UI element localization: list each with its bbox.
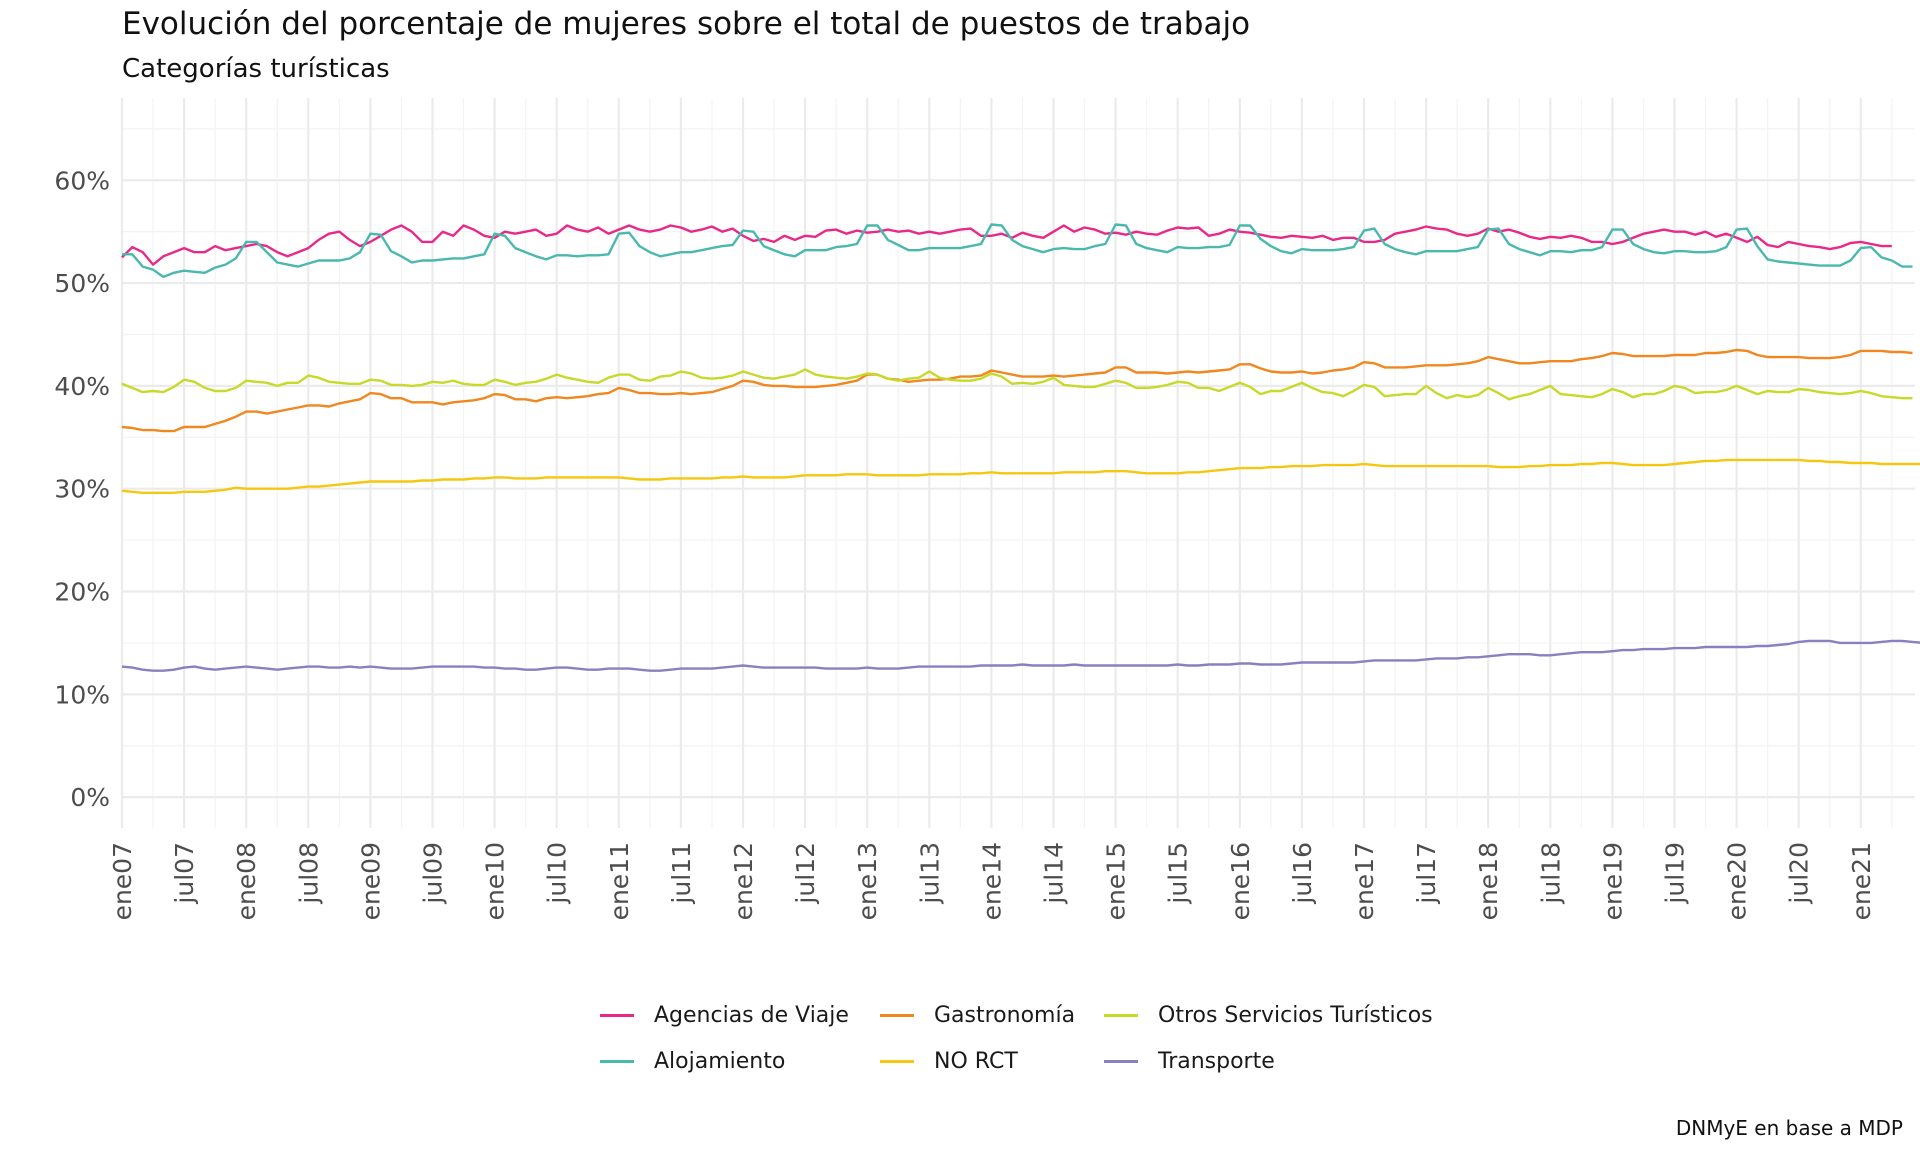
x-tick-label: jul10 (543, 842, 572, 905)
y-tick-label: 30% (54, 475, 110, 504)
chart-subtitle: Categorías turísticas (122, 54, 390, 84)
x-tick-label: jul14 (1040, 842, 1069, 905)
legend-item-alojamiento: Alojamiento (600, 1049, 785, 1074)
legend: Agencias de Viaje Alojamiento Gastronomí… (600, 1003, 1500, 1103)
series-lines (121, 223, 1920, 672)
legend-label-otros: Otros Servicios Turísticos (1158, 1003, 1433, 1028)
legend-label-no-rct: NO RCT (934, 1049, 1018, 1074)
y-axis-labels: 0% 10% 20% 30% 40% 50% 60% (54, 166, 110, 812)
x-tick-label: jul11 (667, 842, 696, 905)
x-tick-label: ene20 (1723, 842, 1752, 920)
legend-item-no-rct: NO RCT (880, 1049, 1018, 1074)
x-tick-label: ene12 (729, 842, 758, 920)
y-tick-label: 0% (70, 783, 110, 812)
x-tick-label: ene14 (977, 842, 1006, 920)
x-tick-label: ene16 (1226, 842, 1255, 920)
x-tick-label: jul20 (1785, 842, 1814, 905)
x-tick-label: jul18 (1536, 842, 1565, 905)
legend-key-gastronomia (880, 1014, 914, 1017)
caption: DNMyE en base a MDP (1675, 1116, 1903, 1140)
x-tick-label: jul09 (419, 842, 448, 905)
legend-key-transporte (1104, 1060, 1138, 1063)
x-tick-label: jul19 (1661, 842, 1690, 905)
x-tick-label: ene17 (1350, 842, 1379, 920)
legend-key-alojamiento (600, 1060, 634, 1063)
legend-item-agencias: Agencias de Viaje (600, 1003, 849, 1028)
series-line-1 (121, 224, 1892, 266)
legend-key-agencias (600, 1014, 634, 1017)
chart-title: Evolución del porcentaje de mujeres sobr… (122, 6, 1251, 42)
x-tick-label: jul12 (791, 842, 820, 905)
legend-item-gastronomia: Gastronomía (880, 1003, 1075, 1028)
x-tick-label: ene15 (1102, 842, 1131, 920)
x-tick-label: ene19 (1598, 842, 1627, 920)
series-line-6 (121, 639, 1920, 672)
y-tick-label: 10% (54, 680, 110, 709)
legend-label-gastronomia: Gastronomía (934, 1003, 1076, 1028)
x-tick-label: ene13 (853, 842, 882, 920)
y-tick-label: 60% (54, 166, 110, 195)
x-tick-label: jul07 (170, 842, 199, 905)
minor-gridlines (122, 98, 1915, 828)
legend-key-no-rct (880, 1060, 914, 1063)
x-tick-label: ene21 (1847, 842, 1876, 920)
y-tick-label: 50% (54, 269, 110, 298)
series-line-3 (121, 348, 1913, 433)
x-tick-label: jul13 (915, 842, 944, 905)
legend-label-alojamiento: Alojamiento (654, 1049, 786, 1074)
major-gridlines (120, 98, 1915, 828)
x-tick-label: ene18 (1474, 842, 1503, 920)
x-tick-label: ene07 (108, 842, 137, 920)
y-tick-label: 40% (54, 372, 110, 401)
legend-label-transporte: Transporte (1158, 1049, 1275, 1074)
x-axis-labels: ene07 jul07 ene08 jul08 ene09 jul09 ene10 jul10… (108, 842, 1876, 920)
series-line-4 (121, 458, 1920, 494)
x-tick-label: jul17 (1412, 842, 1441, 905)
x-tick-label: jul15 (1164, 842, 1193, 905)
x-tick-label: ene09 (356, 842, 385, 920)
legend-key-otros (1104, 1014, 1138, 1017)
x-tick-label: ene11 (605, 842, 634, 920)
line-chart: 0% 10% 20% 30% 40% 50% 60% ene07 jul07 ene08 jul0… (54, 98, 1920, 920)
legend-item-transporte: Transporte (1104, 1049, 1275, 1074)
x-tick-label: ene08 (232, 842, 261, 920)
series-line-5 (121, 368, 1913, 401)
y-tick-label: 20% (54, 578, 110, 607)
x-tick-label: jul08 (294, 842, 323, 905)
x-tick-label: jul16 (1288, 842, 1317, 905)
series-line-2 (122, 223, 1913, 279)
legend-item-otros: Otros Servicios Turísticos (1104, 1003, 1433, 1028)
legend-label-agencias: Agencias de Viaje (654, 1003, 849, 1028)
x-tick-label: ene10 (481, 842, 510, 920)
